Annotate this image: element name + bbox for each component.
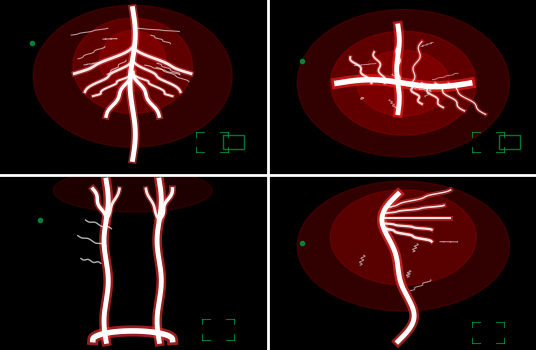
Ellipse shape [330, 31, 477, 135]
Ellipse shape [357, 50, 450, 116]
Ellipse shape [33, 5, 232, 147]
Ellipse shape [297, 181, 509, 311]
Ellipse shape [330, 190, 477, 285]
Bar [223, 135, 244, 149]
Ellipse shape [53, 169, 212, 212]
Bar [499, 135, 520, 149]
Ellipse shape [73, 18, 192, 113]
Ellipse shape [297, 9, 509, 157]
Ellipse shape [100, 30, 166, 91]
